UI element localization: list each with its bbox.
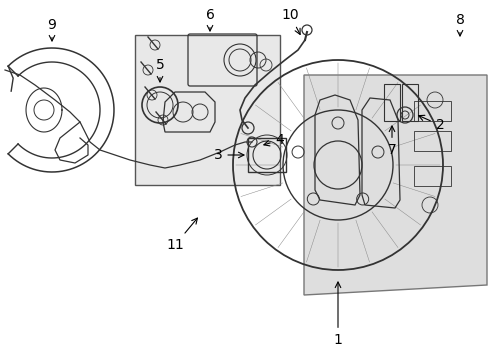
Text: 9: 9 (47, 18, 56, 41)
Text: 5: 5 (155, 58, 164, 82)
Text: 3: 3 (213, 148, 244, 162)
Text: 2: 2 (418, 115, 444, 132)
Text: 11: 11 (166, 218, 197, 252)
Bar (135, 35, 280, 185)
Text: 7: 7 (387, 126, 396, 157)
Polygon shape (304, 75, 486, 295)
Text: 4: 4 (264, 133, 284, 147)
Text: 8: 8 (455, 13, 464, 36)
Text: 1: 1 (333, 282, 342, 347)
Text: 6: 6 (205, 8, 214, 31)
Text: 10: 10 (281, 8, 300, 35)
Bar (247, 138, 285, 172)
